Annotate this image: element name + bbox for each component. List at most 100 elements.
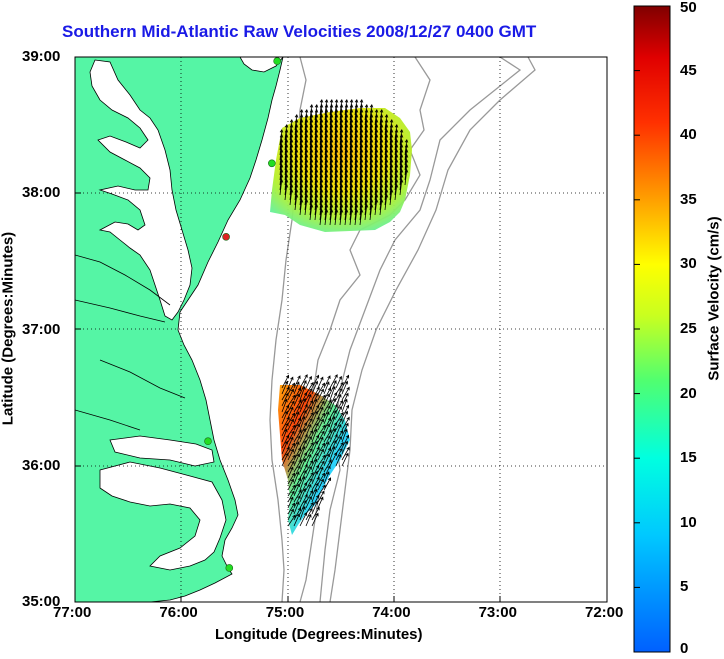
- velocity-arrow: [299, 428, 307, 443]
- velocity-arrow: [379, 188, 384, 206]
- velocity-arrow: [323, 417, 332, 431]
- velocity-arrow: [329, 128, 334, 146]
- velocity-arrow: [293, 375, 301, 389]
- velocity-arrow: [339, 173, 344, 191]
- velocity-arrow: [314, 128, 319, 146]
- velocity-arrow: [304, 128, 309, 146]
- velocity-arrow: [319, 153, 324, 171]
- velocity-arrow: [294, 173, 299, 191]
- velocity-arrow: [359, 103, 364, 121]
- velocity-arrow: [374, 168, 379, 186]
- velocity-arrow: [364, 128, 369, 146]
- velocity-arrow: [294, 113, 299, 131]
- velocity-arrow: [304, 158, 309, 176]
- velocity-arrow: [284, 163, 289, 181]
- velocity-arrow: [317, 484, 326, 497]
- velocity-arrow: [389, 178, 394, 196]
- velocity-arrow: [344, 163, 349, 181]
- velocity-arrow: [324, 163, 329, 181]
- velocity-arrow: [349, 138, 354, 156]
- velocity-arrow: [341, 380, 349, 395]
- colorbar-tick-label: 40: [680, 126, 697, 144]
- velocity-arrow: [317, 412, 326, 425]
- velocity-arrow: [339, 103, 344, 121]
- velocity-arrow: [304, 133, 309, 151]
- velocity-arrow: [404, 143, 409, 161]
- velocity-arrow: [293, 447, 302, 461]
- velocity-arrow: [344, 128, 349, 146]
- velocity-arrow: [374, 128, 379, 146]
- velocity-arrow: [319, 188, 324, 206]
- velocity-arrow: [293, 507, 302, 521]
- velocity-arrow: [284, 138, 289, 156]
- velocity-arrow: [329, 193, 334, 211]
- velocity-arrow: [399, 138, 404, 156]
- velocity-arrow: [287, 388, 294, 401]
- velocity-arrow: [329, 143, 334, 161]
- velocity-arrow: [334, 143, 339, 161]
- x-tick-label: 77:00: [53, 604, 92, 621]
- velocity-arrow: [369, 173, 374, 191]
- velocity-arrow: [349, 168, 354, 186]
- velocity-arrow: [374, 123, 379, 141]
- velocity-arrow: [314, 198, 319, 216]
- velocity-arrow: [287, 454, 296, 467]
- velocity-arrow: [284, 168, 289, 186]
- velocity-arrow: [374, 158, 379, 176]
- velocity-arrow: [311, 500, 319, 515]
- velocity-arrow: [349, 128, 354, 146]
- velocity-arrow: [344, 183, 349, 201]
- velocity-arrow: [354, 108, 359, 126]
- velocity-arrow: [319, 173, 324, 191]
- velocity-arrow: [304, 148, 309, 166]
- velocity-arrow: [304, 153, 309, 171]
- velocity-arrow: [364, 113, 369, 131]
- velocity-arrow: [364, 163, 369, 181]
- velocity-arrow: [335, 399, 344, 413]
- velocity-arrow: [299, 113, 304, 131]
- velocity-arrow: [394, 138, 399, 156]
- velocity-arrow: [349, 133, 354, 151]
- velocity-arrow: [284, 178, 289, 196]
- velocity-arrow: [384, 153, 389, 171]
- velocity-arrow: [335, 381, 344, 395]
- velocity-arrow: [354, 148, 359, 166]
- velocity-arrow: [323, 441, 330, 455]
- velocity-arrow: [369, 178, 374, 196]
- velocity-arrow: [379, 143, 384, 161]
- velocity-arrow: [359, 143, 364, 161]
- velocity-arrow: [293, 471, 300, 485]
- velocity-arrow: [369, 153, 374, 171]
- axis-ticks: [75, 192, 501, 602]
- velocity-arrow: [324, 198, 329, 216]
- velocity-arrow: [374, 173, 379, 191]
- velocity-arrow: [344, 193, 349, 211]
- velocity-arrow: [299, 506, 306, 521]
- velocity-arrow: [324, 133, 329, 151]
- velocity-arrow: [314, 203, 319, 221]
- colorbar-tick-label: 0: [680, 640, 689, 657]
- velocity-arrow: [319, 148, 324, 166]
- velocity-arrow: [314, 113, 319, 131]
- velocity-arrow: [335, 435, 342, 449]
- y-tick-label: 38:00: [22, 184, 61, 202]
- velocity-arrow: [293, 441, 300, 455]
- velocity-arrow: [334, 168, 339, 186]
- velocity-arrow: [293, 411, 300, 425]
- velocity-arrow: [344, 153, 349, 171]
- velocity-arrow: [281, 416, 290, 431]
- velocity-arrow: [344, 118, 349, 136]
- velocity-arrow: [319, 183, 324, 201]
- colorbar-label: Surface Velocity (cm/s): [705, 216, 723, 381]
- velocity-arrow: [399, 173, 404, 191]
- velocity-arrow: [287, 490, 295, 503]
- velocity-arrow: [341, 446, 350, 461]
- velocity-arrow: [334, 188, 339, 206]
- velocity-arrow: [344, 143, 349, 161]
- velocity-arrow: [311, 380, 319, 395]
- velocity-arrow: [335, 441, 344, 455]
- velocity-arrow: [317, 394, 326, 407]
- velocity-arrow: [364, 123, 369, 141]
- velocity-arrow: [399, 158, 404, 176]
- velocity-arrow: [324, 183, 329, 201]
